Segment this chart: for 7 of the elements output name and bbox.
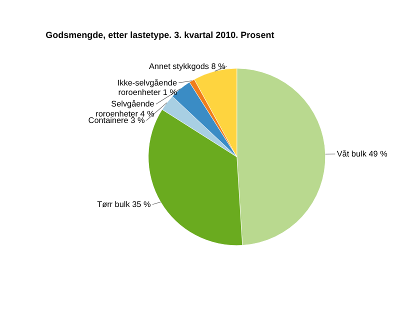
slice-label: Våt bulk 49 % [336, 149, 388, 158]
slice-label: Ikke-selvgående roroenheter 1 % [117, 78, 178, 98]
chart-title: Godsmengde, etter lastetype. 3. kvartal 2010. Prosent [46, 30, 274, 40]
slice-label: Containere 3 % [88, 116, 145, 125]
slice-label: Annet stykkgods 8 % [148, 62, 226, 71]
slice-label: Selvgående roroenheter 4 % [96, 100, 155, 118]
slice-label: Tørr bulk 35 % [97, 200, 151, 209]
